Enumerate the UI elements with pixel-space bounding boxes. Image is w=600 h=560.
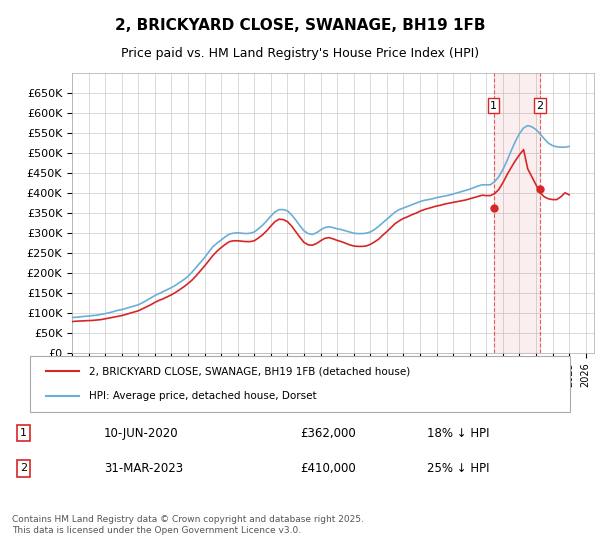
Text: 18% ↓ HPI: 18% ↓ HPI — [427, 427, 489, 440]
Text: 2: 2 — [536, 101, 544, 111]
Text: £410,000: £410,000 — [300, 462, 356, 475]
Text: 25% ↓ HPI: 25% ↓ HPI — [427, 462, 489, 475]
Text: 2, BRICKYARD CLOSE, SWANAGE, BH19 1FB (detached house): 2, BRICKYARD CLOSE, SWANAGE, BH19 1FB (d… — [89, 366, 410, 376]
FancyBboxPatch shape — [30, 356, 570, 412]
Text: 1: 1 — [20, 428, 27, 438]
Text: Price paid vs. HM Land Registry's House Price Index (HPI): Price paid vs. HM Land Registry's House … — [121, 48, 479, 60]
Text: 1: 1 — [490, 101, 497, 111]
Bar — [494, 73, 540, 353]
Text: HPI: Average price, detached house, Dorset: HPI: Average price, detached house, Dors… — [89, 391, 317, 401]
Text: 2: 2 — [20, 464, 27, 473]
Text: Contains HM Land Registry data © Crown copyright and database right 2025.
This d: Contains HM Land Registry data © Crown c… — [12, 515, 364, 535]
Text: 10-JUN-2020: 10-JUN-2020 — [104, 427, 179, 440]
Text: 31-MAR-2023: 31-MAR-2023 — [104, 462, 183, 475]
Text: £362,000: £362,000 — [300, 427, 356, 440]
Text: 2, BRICKYARD CLOSE, SWANAGE, BH19 1FB: 2, BRICKYARD CLOSE, SWANAGE, BH19 1FB — [115, 18, 485, 33]
